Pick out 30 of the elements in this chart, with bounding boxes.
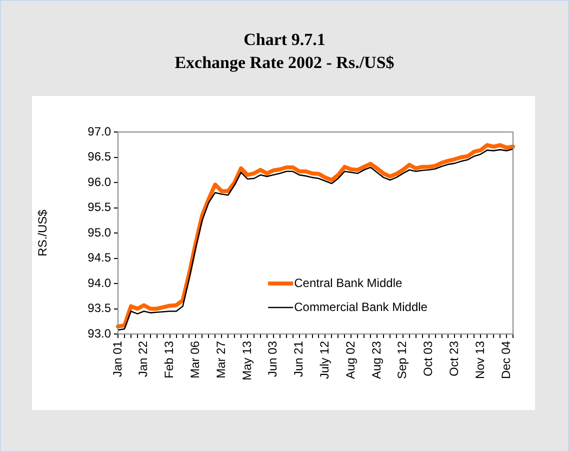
x-tick-label: Mar 06 (188, 340, 202, 378)
x-tick-label: Jun 21 (292, 340, 306, 378)
x-tick-label: Jan 01 (110, 340, 124, 378)
chart-title: Chart 9.7.1 (242, 29, 326, 51)
x-tick-label: May 13 (240, 340, 254, 380)
y-tick-label: 93.0 (88, 326, 112, 340)
x-tick-label: Dec 04 (498, 340, 513, 380)
x-tick-label: Jun 03 (266, 340, 280, 378)
y-tick-label: 93.5 (88, 301, 112, 316)
x-tick-label: Mar 27 (214, 340, 228, 378)
x-tick-label: July 12 (318, 340, 332, 380)
x-tick-label: Aug 23 (369, 340, 384, 380)
y-tick-label: 94.0 (88, 276, 112, 290)
y-axis-title: RS./US$ (36, 209, 50, 256)
x-tick-label: Aug 02 (343, 340, 358, 380)
x-tick-label: Sep 12 (395, 340, 410, 380)
x-tick-label: Oct 23 (447, 340, 462, 376)
legend-label: Commercial Bank Middle (294, 300, 428, 314)
y-tick-label: 96.5 (88, 150, 112, 164)
y-tick-label: 95.5 (88, 200, 112, 214)
x-tick-label: Feb 13 (162, 340, 176, 378)
legend-label: Central Bank Middle (294, 276, 402, 290)
x-tick-label: Oct 03 (421, 340, 436, 376)
y-tick-label: 96.0 (88, 174, 112, 189)
y-tick-label: 95.0 (88, 225, 112, 240)
x-tick-label: Jan 22 (136, 340, 150, 378)
y-tick-label: 97.0 (88, 124, 112, 138)
chart-subtitle: Exchange Rate 2002 - Rs./US$ (174, 52, 396, 74)
x-tick-label: Nov 13 (472, 340, 487, 380)
y-tick-label: 94.5 (88, 250, 112, 265)
